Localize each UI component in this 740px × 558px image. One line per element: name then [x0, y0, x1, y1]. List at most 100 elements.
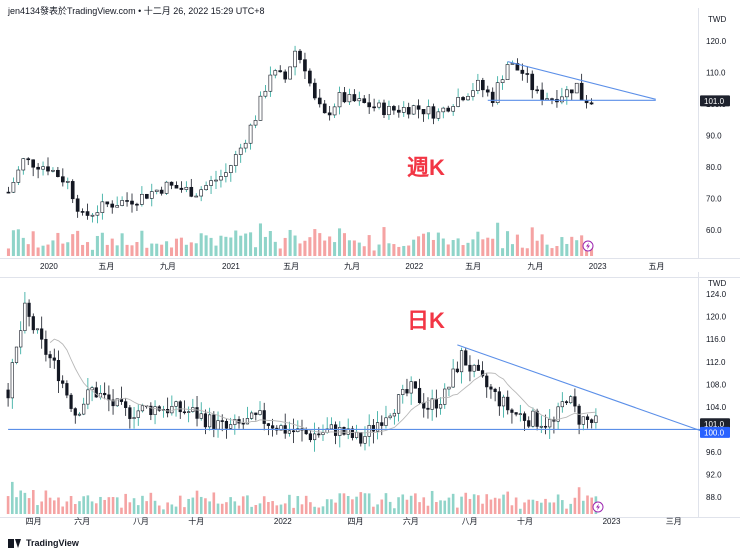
daily-volume-bar	[94, 503, 98, 514]
daily-candle-body	[531, 410, 535, 427]
weekly-volume-bar	[229, 237, 233, 256]
tradingview-logo-icon	[8, 538, 22, 548]
weekly-x-tick-label: 五月	[648, 262, 664, 271]
weekly-candle-body	[426, 106, 431, 115]
weekly-candle-body	[258, 95, 263, 121]
daily-volume-bar	[99, 496, 102, 514]
daily-candle-body	[384, 417, 388, 426]
weekly-volume-bar	[204, 235, 208, 256]
weekly-volume-bar	[550, 248, 554, 256]
weekly-candle-body	[159, 189, 164, 194]
daily-volume-bar	[325, 499, 329, 514]
daily-candle-body	[527, 420, 531, 427]
weekly-volume-bar	[412, 239, 416, 256]
daily-candle-body	[573, 396, 577, 407]
daily-volume-bar	[359, 492, 363, 514]
weekly-volume-bar	[382, 227, 386, 256]
daily-candle-body	[556, 406, 560, 422]
weekly-candle-body	[579, 82, 584, 101]
weekly-volume-bar	[525, 248, 529, 256]
weekly-volume-bar	[150, 243, 154, 256]
daily-candle-body	[82, 403, 86, 415]
weekly-candle-body	[238, 147, 243, 155]
daily-candle-body	[103, 392, 107, 396]
daily-candle-body	[69, 394, 73, 409]
daily-volume-bar	[481, 503, 484, 514]
weekly-volume-bar	[520, 247, 524, 256]
daily-candle-body	[90, 387, 94, 391]
daily-candle-body	[590, 419, 594, 423]
daily-volume-bar	[23, 492, 27, 514]
weekly-volume-bar	[308, 237, 312, 256]
weekly-candle-body	[436, 111, 441, 119]
daily-volume-bar	[6, 496, 10, 514]
daily-candle-body	[560, 401, 564, 408]
daily-support-price-tag	[700, 426, 730, 438]
weekly-volume-bar	[333, 242, 337, 256]
daily-candle-body	[438, 404, 443, 409]
daily-volume-bar	[477, 495, 480, 514]
daily-volume-bar	[204, 498, 207, 514]
daily-volume-bar	[174, 506, 178, 514]
daily-volume-bar	[120, 507, 123, 514]
weekly-candle-body	[337, 92, 342, 108]
daily-volume-bar	[149, 492, 153, 514]
daily-candle-body	[468, 364, 472, 372]
weekly-candle-body	[406, 107, 411, 115]
daily-chart-group	[6, 292, 706, 514]
daily-x-tick-label: 四月	[26, 517, 42, 526]
daily-candle-body	[250, 412, 254, 419]
daily-candle-body	[548, 419, 552, 428]
weekly-volume-bar	[417, 236, 421, 256]
daily-x-tick-label: 六月	[403, 516, 419, 526]
weekly-candle-body	[352, 94, 357, 102]
daily-volume-bar	[115, 497, 119, 514]
daily-volume-bar	[430, 490, 434, 514]
daily-candle-body	[543, 425, 548, 428]
daily-candle-body	[266, 423, 271, 426]
daily-candle-body	[459, 350, 464, 373]
daily-volume-bar	[208, 501, 211, 514]
daily-y-tick-label: 96.0	[706, 448, 722, 457]
daily-volume-bar	[136, 505, 140, 514]
weekly-y-tick-label: 60.0	[706, 226, 722, 235]
daily-candle-body	[56, 360, 61, 382]
daily-volume-bar	[422, 497, 426, 514]
daily-candle-body	[518, 413, 522, 416]
daily-candle-body	[174, 401, 178, 407]
daily-volume-bar	[237, 505, 241, 514]
weekly-candle-body	[515, 63, 520, 71]
weekly-candle-body	[387, 106, 391, 116]
weekly-volume-bar	[36, 247, 40, 256]
daily-volume-bar	[153, 500, 157, 514]
weekly-candle-body	[100, 201, 105, 213]
weekly-candle-body	[303, 59, 307, 72]
daily-volume-bar	[288, 494, 291, 514]
daily-candle-body	[485, 375, 489, 388]
weekly-x-tick-label: 五月	[283, 262, 299, 271]
daily-candle-body	[27, 302, 31, 317]
weekly-volume-bar	[491, 238, 495, 256]
weekly-candle-body	[11, 182, 16, 193]
weekly-candle-body	[135, 203, 139, 206]
daily-volume-bar	[367, 493, 371, 514]
daily-volume-bar	[191, 497, 195, 514]
daily-candle-body	[10, 362, 14, 399]
daily-volume-bar	[10, 481, 14, 514]
daily-candle-body	[443, 388, 447, 405]
weekly-candle-body	[56, 169, 60, 177]
daily-volume-bar	[414, 493, 417, 514]
daily-volume-bar	[229, 497, 232, 514]
weekly-volume-bar	[565, 243, 569, 256]
daily-candle-body	[405, 389, 409, 394]
weekly-x-tick-label: 2022	[405, 262, 423, 271]
daily-candle-body	[464, 350, 468, 366]
weekly-chart-group	[6, 45, 656, 256]
weekly-volume-bar	[278, 248, 282, 256]
daily-volume-bar	[418, 502, 421, 514]
daily-volume-bar	[493, 497, 497, 514]
daily-volume-bar	[246, 495, 249, 514]
daily-volume-bar	[582, 500, 585, 514]
daily-x-tick-label: 2023	[603, 517, 621, 526]
weekly-volume-bar	[510, 244, 515, 256]
